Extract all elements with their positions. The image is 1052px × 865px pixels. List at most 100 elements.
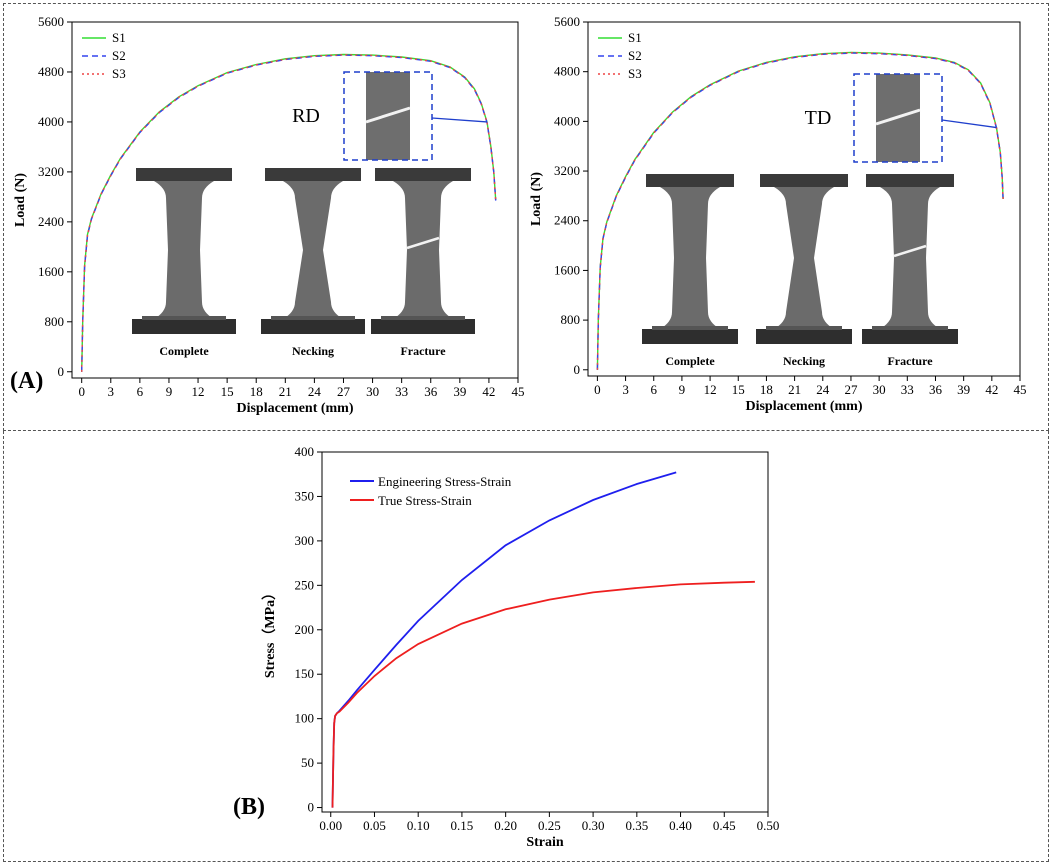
y-tick-label: 250 [295,577,315,592]
y-tick-label: 400 [295,444,315,459]
y-tick-label: 1600 [38,264,64,279]
x-tick-label: 27 [337,384,351,399]
y-tick-label: 100 [295,711,315,726]
x-tick-label: 39 [957,382,970,397]
specimen-grip-plate [872,326,948,330]
inset-crack [365,106,411,124]
plot-frame-rd [71,21,519,379]
zoom-pointer-line [431,117,488,123]
legend-label: S1 [628,30,642,45]
x-tick-label: 33 [901,382,914,397]
specimen-grip-top [375,168,471,181]
y-tick-label: 300 [295,533,315,548]
inset-crack [875,108,921,126]
x-tick-label: 18 [250,384,263,399]
x-tick-label: 0.40 [669,818,692,833]
x-tick-label: 24 [816,382,830,397]
direction-label: RD [292,105,320,127]
legend-label: True Stress-Strain [378,493,472,508]
x-tick-label: 12 [192,384,205,399]
panel-b-label: (B) [233,794,265,820]
zoom-inset-box [343,71,433,161]
y-tick-label: 0 [574,362,581,377]
specimen-grip-top [265,168,361,181]
x-tick-label: 15 [732,382,745,397]
series-line-true-stress-strain [331,580,755,808]
y-axis-title: Load (N) [529,172,544,226]
y-tick-label: 3200 [38,164,64,179]
specimen-grip-plate [381,316,465,320]
y-axis-title: Stress（MPa） [262,586,278,678]
plot-frame-ss [321,451,769,813]
x-tick-label: 0.00 [319,818,342,833]
y-tick-label: 1600 [554,262,580,277]
photo-label-necking: Necking [783,354,825,368]
series-line-s2 [81,54,497,372]
y-tick-label: 4000 [38,114,64,129]
y-tick-label: 200 [295,622,315,637]
y-tick-label: 5600 [554,14,580,29]
x-tick-label: 0.45 [713,818,736,833]
y-tick-label: 350 [295,488,315,503]
x-axis-title: Displacement (mm) [236,401,353,416]
specimen-body [880,187,940,329]
photo-label-fracture: Fracture [400,344,446,358]
specimen-grip-bottom [862,329,958,344]
panel-a-label: (A) [10,368,44,394]
specimen-body [774,187,834,329]
specimen-grip-plate [766,326,842,330]
zoom-pointer-line [941,119,997,129]
y-tick-label: 0 [308,800,315,815]
x-tick-label: 3 [622,382,629,397]
x-tick-label: 0 [78,384,85,399]
photo-label-complete: Complete [159,344,209,358]
specimen-body [283,181,343,319]
x-tick-label: 30 [873,382,886,397]
y-tick-label: 3200 [554,163,580,178]
fracture-crack [406,236,440,250]
x-tick-label: 0.35 [625,818,648,833]
legend-label: Engineering Stress-Strain [378,474,512,489]
photo-label-necking: Necking [292,344,334,358]
x-tick-label: 9 [166,384,173,399]
y-tick-label: 50 [301,755,314,770]
specimen-body [154,181,214,319]
x-tick-label: 33 [395,384,408,399]
x-tick-label: 0.50 [757,818,780,833]
photo-label-fracture: Fracture [887,354,933,368]
x-tick-label: 3 [108,384,115,399]
x-tick-label: 18 [760,382,773,397]
panel-a [3,3,1049,431]
x-tick-label: 0.10 [407,818,430,833]
x-tick-label: 24 [308,384,322,399]
x-tick-label: 9 [679,382,686,397]
x-tick-label: 15 [221,384,234,399]
y-tick-label: 2400 [38,214,64,229]
x-tick-label: 36 [424,384,438,399]
x-tick-label: 0.15 [451,818,474,833]
specimen-grip-plate [271,316,355,320]
specimen-grip-plate [142,316,226,320]
specimen-grip-top [760,174,848,187]
y-tick-label: 800 [45,314,65,329]
y-tick-label: 4800 [554,64,580,79]
x-tick-label: 0 [594,382,601,397]
y-tick-label: 5600 [38,14,64,29]
panel-b [3,431,1049,862]
legend-label: S3 [112,66,126,81]
y-tick-label: 0 [58,364,65,379]
y-tick-label: 150 [295,666,315,681]
x-tick-label: 45 [512,384,525,399]
x-tick-label: 6 [650,382,657,397]
x-tick-label: 12 [704,382,717,397]
x-tick-label: 0.20 [494,818,517,833]
zoom-inset-box [853,73,943,163]
x-tick-label: 30 [366,384,379,399]
y-axis-title: Load (N) [13,173,28,227]
x-tick-label: 39 [453,384,466,399]
x-tick-label: 36 [929,382,943,397]
specimen-grip-bottom [642,329,738,344]
series-line-s3 [596,51,1004,370]
specimen-grip-top [136,168,232,181]
